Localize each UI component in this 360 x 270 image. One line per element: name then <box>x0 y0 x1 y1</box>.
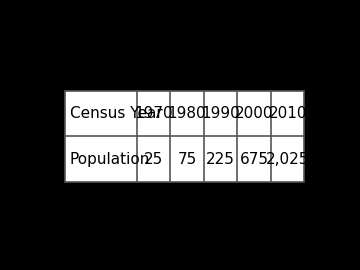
Text: 2,025: 2,025 <box>266 152 309 167</box>
Text: Population: Population <box>69 152 150 167</box>
Text: Census Year: Census Year <box>69 106 162 121</box>
Text: 1970: 1970 <box>134 106 173 121</box>
Bar <box>64 91 305 182</box>
Text: 75: 75 <box>177 152 197 167</box>
Text: 1990: 1990 <box>201 106 240 121</box>
Text: 2000: 2000 <box>235 106 273 121</box>
Text: 225: 225 <box>206 152 235 167</box>
Text: 2010: 2010 <box>269 106 307 121</box>
Text: 25: 25 <box>144 152 163 167</box>
Text: 675: 675 <box>240 152 269 167</box>
Text: 1980: 1980 <box>168 106 206 121</box>
